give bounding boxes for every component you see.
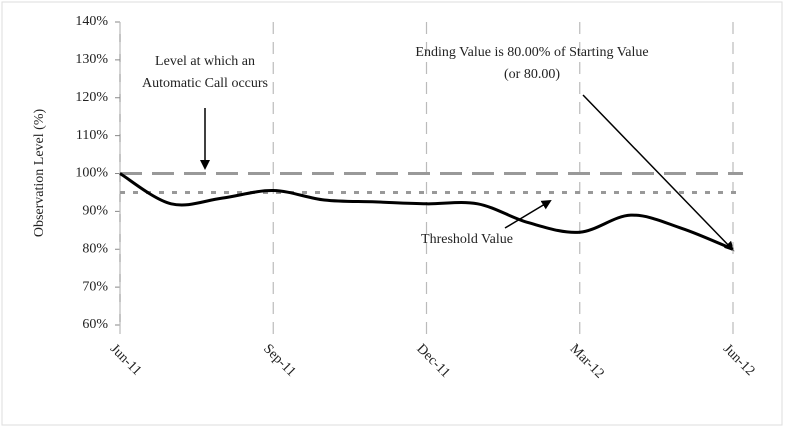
y-axis-label: Observation Level (%) bbox=[32, 109, 47, 238]
series-line bbox=[119, 172, 734, 251]
annotation: Level at which an bbox=[155, 54, 255, 69]
y-tick-label: 100% bbox=[75, 166, 108, 181]
y-tick-label: 130% bbox=[75, 52, 108, 67]
annotation-arrow bbox=[504, 199, 552, 229]
annotation: Ending Value is 80.00% of Starting Value bbox=[415, 45, 648, 60]
y-tick-label: 120% bbox=[75, 90, 108, 105]
annotation: Threshold Value bbox=[421, 232, 513, 247]
y-tick-label: 90% bbox=[82, 204, 108, 219]
y-tick-label: 110% bbox=[76, 128, 108, 143]
annotation-arrow bbox=[582, 94, 735, 252]
annotation: (or 80.00) bbox=[504, 67, 560, 82]
y-tick-label: 140% bbox=[75, 14, 108, 29]
y-tick-label: 80% bbox=[82, 241, 108, 256]
y-tick-label: 60% bbox=[82, 317, 108, 332]
annotation: Automatic Call occurs bbox=[142, 76, 268, 91]
y-tick-label: 70% bbox=[82, 279, 108, 294]
